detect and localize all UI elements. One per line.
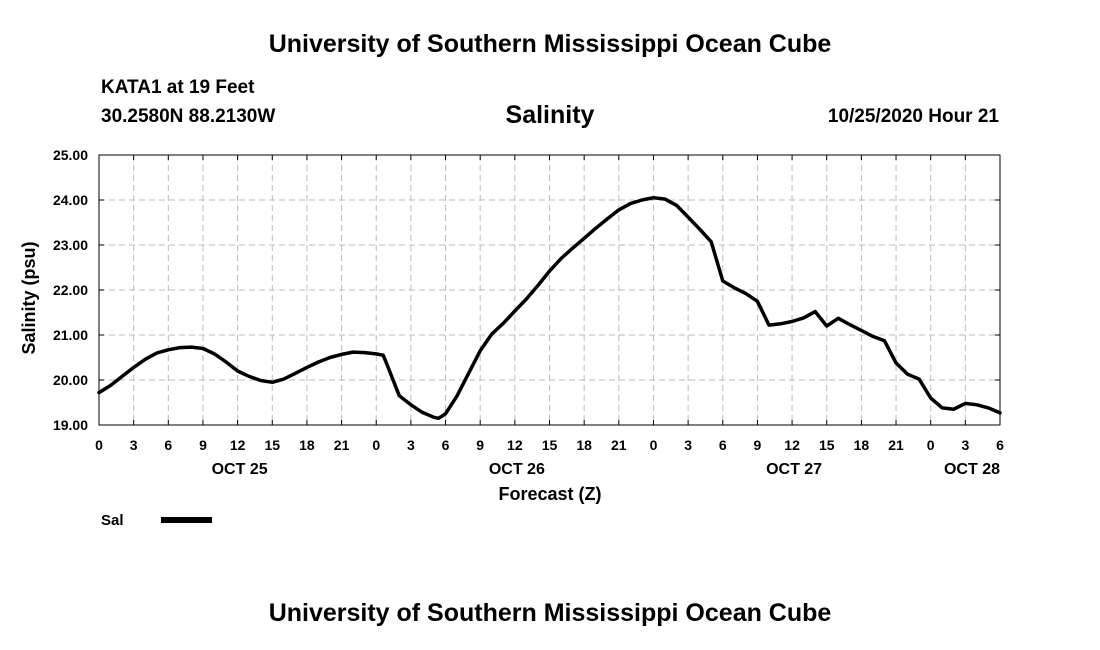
x-tick-label: 12 xyxy=(230,437,246,453)
x-tick-label: 6 xyxy=(996,437,1004,453)
x-tick-label: 3 xyxy=(684,437,692,453)
x-tick-label: 9 xyxy=(476,437,484,453)
x-tick-label: 3 xyxy=(961,437,969,453)
x-tick-label: 21 xyxy=(888,437,904,453)
legend: Sal xyxy=(101,512,212,529)
x-tick-label: 9 xyxy=(199,437,207,453)
x-tick-label: 6 xyxy=(719,437,727,453)
x-axis-title: Forecast (Z) xyxy=(498,484,601,504)
date-label: OCT 27 xyxy=(766,461,822,478)
legend-label: Sal xyxy=(101,512,124,529)
x-tick-label: 9 xyxy=(754,437,762,453)
x-tick-label: 12 xyxy=(784,437,800,453)
x-tick-label: 15 xyxy=(264,437,280,453)
y-axis-title: Salinity (psu) xyxy=(19,241,39,354)
x-tick-label: 12 xyxy=(507,437,523,453)
date-label: OCT 26 xyxy=(489,461,545,478)
x-tick-label: 3 xyxy=(130,437,138,453)
axis-labels: 0 3 6 9 12 15 18 21 0 3 6 9 12 15 18 21 0 3 6 9 12 15 18 21 0 3 6 1… xyxy=(53,147,1004,478)
axis-ticks xyxy=(98,154,1001,426)
x-tick-label: 18 xyxy=(299,437,315,453)
x-tick-label: 6 xyxy=(442,437,450,453)
y-tick-label: 21.00 xyxy=(53,327,88,343)
y-tick-label: 23.00 xyxy=(53,237,88,253)
x-tick-label: 15 xyxy=(819,437,835,453)
x-tick-label: 0 xyxy=(927,437,935,453)
x-tick-label: 0 xyxy=(95,437,103,453)
x-tick-label: 18 xyxy=(576,437,592,453)
chart-title: Salinity xyxy=(505,101,595,129)
station-label: KATA1 at 19 Feet xyxy=(101,77,255,98)
y-tick-label: 24.00 xyxy=(53,192,88,208)
x-tick-label: 0 xyxy=(372,437,380,453)
y-tick-label: 19.00 xyxy=(53,417,88,433)
x-tick-label: 6 xyxy=(164,437,172,453)
x-tick-label: 21 xyxy=(611,437,627,453)
y-tick-label: 25.00 xyxy=(53,147,88,163)
salinity-series-line xyxy=(97,195,1002,421)
x-tick-label: 15 xyxy=(542,437,558,453)
y-tick-label: 20.00 xyxy=(53,372,88,388)
page-title: University of Southern Mississippi Ocean… xyxy=(268,30,832,58)
date-label: OCT 25 xyxy=(212,461,268,478)
grid-lines xyxy=(99,155,1000,425)
x-tick-label: 21 xyxy=(334,437,350,453)
footer-title: University of Southern Mississippi Ocean… xyxy=(268,599,832,627)
date-label: OCT 28 xyxy=(944,461,1000,478)
x-tick-label: 0 xyxy=(650,437,658,453)
coordinates-label: 30.2580N 88.2130W xyxy=(101,106,276,127)
x-tick-label: 3 xyxy=(407,437,415,453)
y-tick-label: 22.00 xyxy=(53,282,88,298)
x-tick-label: 18 xyxy=(854,437,870,453)
forecast-timestamp: 10/25/2020 Hour 21 xyxy=(827,106,999,127)
